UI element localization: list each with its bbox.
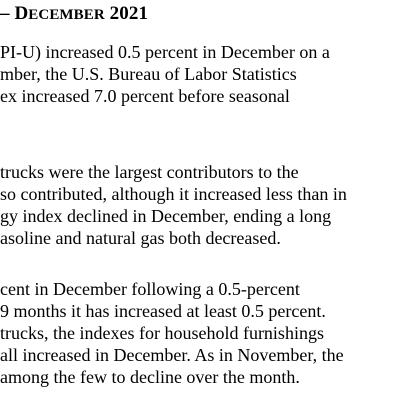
section-heading: – DECEMBER 2021 — [0, 3, 148, 26]
paragraph-3-line-4: all increased in December. As in Novembe… — [0, 345, 344, 365]
paragraph-2-line-2: so contributed, although it increased le… — [0, 184, 347, 204]
heading-year: 2021 — [104, 3, 149, 24]
paragraph-1-line-1: PI-U) increased 0.5 percent in December … — [0, 42, 330, 62]
paragraph-2-line-4: asoline and natural gas both decreased. — [0, 228, 281, 248]
heading-month-smallcaps: ECEMBER — [28, 7, 105, 23]
paragraph-3-line-5: among the few to decline over the month. — [0, 367, 300, 387]
heading-lead: – D — [0, 3, 29, 24]
paragraph-2-line-1: trucks were the largest contributors to … — [0, 162, 299, 182]
paragraph-3-line-3: trucks, the indexes for household furnis… — [0, 323, 324, 343]
paragraph-1-line-2: mber, the U.S. Bureau of Labor Statistic… — [0, 64, 297, 84]
paragraph-3-line-2: 9 months it has increased at least 0.5 p… — [0, 301, 326, 321]
paragraph-2-line-3: gy index declined in December, ending a … — [0, 206, 332, 226]
paragraph-3-line-1: cent in December following a 0.5-percent — [0, 279, 300, 299]
paragraph-1-line-3: ex increased 7.0 percent before seasonal — [0, 86, 290, 106]
